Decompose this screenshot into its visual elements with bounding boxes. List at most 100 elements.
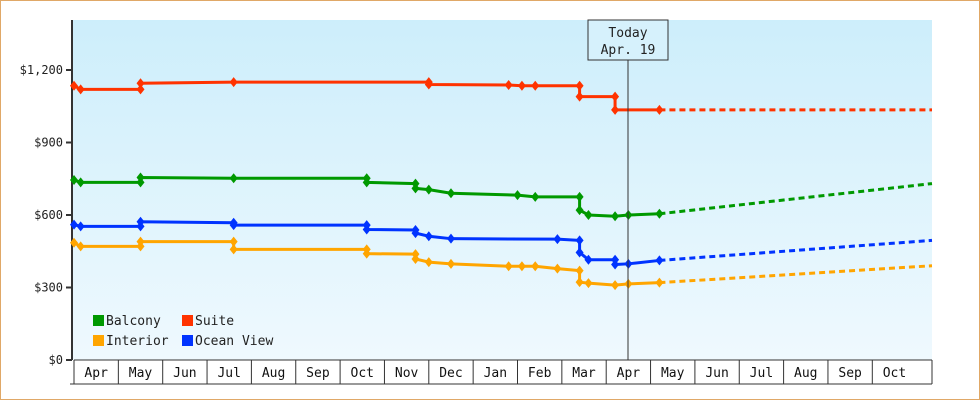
x-tick-label: Sep bbox=[838, 366, 862, 381]
data-point[interactable] bbox=[424, 79, 433, 90]
data-point[interactable] bbox=[517, 261, 526, 272]
data-point[interactable] bbox=[136, 216, 145, 227]
data-point[interactable] bbox=[76, 221, 85, 232]
data-point[interactable] bbox=[575, 80, 584, 91]
data-point[interactable] bbox=[229, 77, 238, 88]
data-point[interactable] bbox=[611, 280, 620, 291]
data-point[interactable] bbox=[504, 79, 513, 90]
data-point[interactable] bbox=[531, 80, 540, 91]
data-point[interactable] bbox=[611, 91, 620, 102]
data-point[interactable] bbox=[229, 244, 238, 255]
plot-area bbox=[72, 20, 932, 360]
today-date: Apr. 19 bbox=[601, 43, 656, 58]
data-point[interactable] bbox=[504, 261, 513, 272]
x-tick-label: Oct bbox=[883, 366, 906, 381]
data-point[interactable] bbox=[513, 190, 522, 201]
data-point[interactable] bbox=[553, 263, 562, 274]
data-point[interactable] bbox=[584, 278, 593, 289]
data-point[interactable] bbox=[76, 241, 85, 252]
x-tick-label: Aug bbox=[262, 366, 285, 381]
x-tick-label: May bbox=[129, 366, 153, 381]
data-point[interactable] bbox=[575, 235, 584, 246]
data-point[interactable] bbox=[229, 173, 238, 184]
data-point[interactable] bbox=[446, 233, 455, 244]
y-tick-label: $0 bbox=[49, 353, 63, 367]
data-point[interactable] bbox=[531, 191, 540, 202]
data-point[interactable] bbox=[575, 205, 584, 216]
data-point[interactable] bbox=[229, 236, 238, 247]
x-tick-label: Jan bbox=[484, 366, 507, 381]
legend-label: Suite bbox=[195, 314, 234, 329]
y-tick-label: $600 bbox=[34, 208, 63, 222]
data-point[interactable] bbox=[611, 104, 620, 115]
legend-swatch bbox=[93, 335, 104, 346]
projection-line bbox=[659, 238, 933, 262]
data-point[interactable] bbox=[446, 188, 455, 199]
data-point[interactable] bbox=[411, 183, 420, 194]
y-tick-label: $300 bbox=[34, 281, 63, 295]
data-point[interactable] bbox=[424, 184, 433, 195]
x-tick-label: Oct bbox=[351, 366, 374, 381]
data-point[interactable] bbox=[584, 210, 593, 220]
data-point[interactable] bbox=[611, 259, 620, 270]
data-point[interactable] bbox=[70, 219, 78, 230]
data-point[interactable] bbox=[76, 84, 85, 95]
data-point[interactable] bbox=[70, 80, 78, 91]
data-point[interactable] bbox=[136, 84, 145, 95]
y-tick-label: $900 bbox=[34, 136, 63, 150]
data-point[interactable] bbox=[424, 231, 433, 242]
legend-swatch bbox=[93, 315, 104, 326]
legend-item-suite[interactable]: Suite bbox=[182, 314, 234, 329]
legend-label: Interior bbox=[106, 334, 169, 349]
legend-swatch bbox=[182, 335, 193, 346]
data-point[interactable] bbox=[362, 248, 371, 259]
data-point[interactable] bbox=[136, 78, 145, 89]
legend-item-interior[interactable]: Interior bbox=[93, 334, 169, 349]
data-point[interactable] bbox=[70, 174, 78, 185]
x-tick-label: Feb bbox=[528, 366, 552, 381]
legend: Balcony Suite Interior Ocean View bbox=[93, 314, 273, 349]
today-marker: Today Apr. 19 bbox=[587, 19, 669, 360]
data-point[interactable] bbox=[575, 265, 584, 276]
data-point[interactable] bbox=[531, 261, 540, 272]
x-axis: Apr May Jun Jul Aug Sep Oct Nov Dec Jan Feb Mar Apr M… bbox=[70, 359, 933, 385]
data-point[interactable] bbox=[76, 177, 85, 188]
x-tick-label: May bbox=[661, 366, 685, 381]
series-lines bbox=[70, 77, 933, 291]
data-point[interactable] bbox=[136, 236, 145, 247]
legend-swatch bbox=[182, 315, 193, 326]
today-label-box bbox=[587, 19, 669, 61]
y-tick-label: $1,200 bbox=[20, 63, 63, 77]
series-balcony bbox=[70, 172, 933, 222]
data-point[interactable] bbox=[575, 277, 584, 288]
data-point[interactable] bbox=[136, 172, 145, 183]
x-tick-label: Apr bbox=[84, 366, 108, 381]
today-label: Today bbox=[608, 26, 647, 41]
data-point[interactable] bbox=[362, 224, 371, 235]
x-tick-label: Apr bbox=[617, 366, 641, 381]
data-point[interactable] bbox=[584, 254, 593, 265]
data-point[interactable] bbox=[575, 191, 584, 202]
legend-item-ocean-view[interactable]: Ocean View bbox=[182, 334, 273, 349]
data-point[interactable] bbox=[446, 258, 455, 269]
data-point[interactable] bbox=[229, 220, 238, 231]
x-tick-label: Jun bbox=[705, 366, 728, 381]
x-tick-label: Jun bbox=[173, 366, 196, 381]
data-point[interactable] bbox=[611, 211, 620, 222]
series-interior bbox=[70, 236, 933, 291]
y-axis: $0 $300 $600 $900 $1,200 bbox=[20, 20, 73, 367]
series-suite bbox=[70, 77, 932, 115]
x-tick-label: Aug bbox=[794, 366, 817, 381]
data-point[interactable] bbox=[70, 237, 78, 248]
data-point[interactable] bbox=[411, 253, 420, 264]
data-point[interactable] bbox=[424, 257, 433, 268]
data-point[interactable] bbox=[553, 234, 562, 245]
data-point[interactable] bbox=[575, 91, 584, 102]
legend-item-balcony[interactable]: Balcony bbox=[93, 314, 161, 329]
data-point[interactable] bbox=[411, 228, 420, 239]
data-point[interactable] bbox=[517, 80, 526, 91]
data-point[interactable] bbox=[362, 177, 371, 188]
data-point[interactable] bbox=[575, 247, 584, 258]
series-ocean-view bbox=[70, 216, 933, 270]
